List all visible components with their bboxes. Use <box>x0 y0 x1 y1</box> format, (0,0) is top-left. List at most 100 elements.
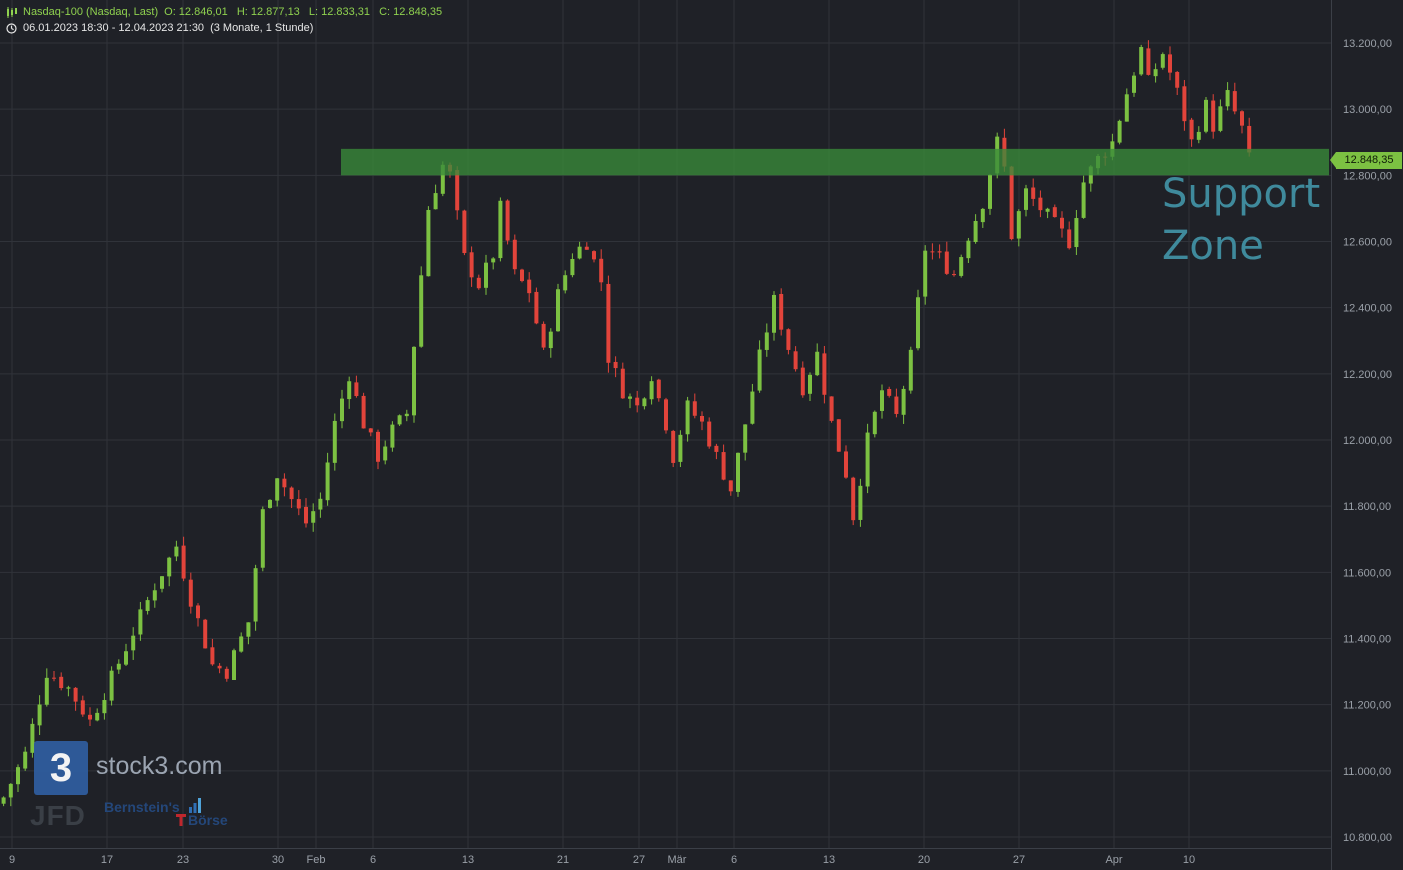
candle-body <box>1132 75 1136 93</box>
candle-body <box>966 240 971 259</box>
candle-body <box>808 374 812 394</box>
x-tick-label: Feb <box>307 854 326 866</box>
candle-body <box>1024 188 1028 210</box>
candle-body <box>880 390 884 411</box>
y-tick-label: 12.400,00 <box>1343 303 1392 315</box>
candle-body <box>59 676 64 689</box>
candle-body <box>1211 100 1216 132</box>
candle-body <box>563 275 568 291</box>
candle-body <box>188 579 193 607</box>
x-tick-label: 10 <box>1183 854 1195 866</box>
bull-icon <box>176 814 186 826</box>
y-tick-label: 12.800,00 <box>1343 170 1392 182</box>
candle-body <box>116 663 121 670</box>
candle-body <box>376 431 380 462</box>
y-tick-label: 13.000,00 <box>1343 104 1392 116</box>
candle-body <box>102 700 107 714</box>
jfd-logo: JFD <box>30 800 86 831</box>
candle-body <box>491 258 496 263</box>
candle-body <box>743 424 748 453</box>
candle-body <box>1146 48 1151 75</box>
candle-body <box>412 346 416 416</box>
candle-body <box>433 193 438 210</box>
bernstein-logo-line1: Bernstein's <box>104 799 180 815</box>
candle-body <box>800 367 805 396</box>
candle-body <box>88 714 92 720</box>
candle-body <box>916 297 920 349</box>
candle-body <box>1067 229 1072 249</box>
stock3-brand-text: stock3.com <box>96 752 223 780</box>
candle-body <box>772 294 776 333</box>
candle-body <box>613 361 618 369</box>
candle-body <box>1016 211 1021 239</box>
candle-body <box>1124 94 1129 122</box>
x-tick-label: 6 <box>731 854 737 866</box>
y-tick-label: 12.200,00 <box>1343 369 1392 381</box>
candle-body <box>865 432 870 487</box>
candle-body <box>217 665 222 669</box>
candle-body <box>167 557 172 577</box>
candle-body <box>1232 91 1237 112</box>
candle-body <box>23 751 28 769</box>
x-tick-label: 30 <box>272 854 284 866</box>
candle-body <box>959 257 964 276</box>
candle-body <box>138 609 143 635</box>
candle-body <box>592 251 596 260</box>
candle-body <box>707 421 712 447</box>
candle-body <box>1160 54 1165 68</box>
candle-body <box>527 279 532 294</box>
candle-body <box>397 415 402 425</box>
candle-body <box>728 480 733 492</box>
candle-body <box>1074 218 1079 248</box>
candle-body <box>678 434 683 462</box>
candle-body <box>1038 197 1043 211</box>
candle-body <box>664 399 668 431</box>
candle-body <box>512 239 517 270</box>
candle-body <box>700 415 704 422</box>
candle-body <box>988 174 992 209</box>
candle-body <box>52 677 56 679</box>
candle-body <box>304 506 308 524</box>
candle-body <box>325 462 330 501</box>
candle-body <box>750 391 755 424</box>
candle-body <box>340 398 344 422</box>
candle-body <box>1168 54 1172 73</box>
candle-body <box>649 381 654 400</box>
candle-body <box>685 400 690 435</box>
candle-body <box>66 687 71 689</box>
chart-header-range: 06.01.2023 18:30 - 12.04.2023 21:30 (3 M… <box>6 22 313 34</box>
candle-body <box>160 576 164 589</box>
y-tick-label: 13.200,00 <box>1343 38 1392 50</box>
candle-body <box>620 368 625 399</box>
candle-body <box>80 700 85 715</box>
candle-body <box>282 478 287 488</box>
candle-body <box>635 397 640 406</box>
candle-body <box>1139 47 1144 75</box>
candle-body <box>1218 106 1223 131</box>
candle-body <box>656 379 661 399</box>
candle-body <box>1189 119 1194 140</box>
candle-body <box>1045 208 1050 212</box>
candle-body <box>253 568 258 622</box>
x-tick-label: 13 <box>462 854 474 866</box>
candle-body <box>577 246 582 259</box>
candle-body <box>671 430 676 463</box>
y-tick-label: 10.800,00 <box>1343 832 1392 844</box>
candle-body <box>1 797 6 804</box>
candle-body <box>844 451 848 478</box>
candle-body <box>95 712 100 721</box>
candle-body <box>44 677 49 705</box>
last-price-tag: 12.848,35 <box>1330 152 1402 169</box>
x-tick-label: 27 <box>633 854 645 866</box>
candle-body <box>239 636 244 652</box>
bernstein-logo-line2: Börse <box>188 812 228 828</box>
candle-body <box>354 382 359 397</box>
support-zone-label: Support Zone <box>1162 171 1321 269</box>
low-value: L: 12.833,31 <box>308 6 371 18</box>
candle-body <box>404 413 409 417</box>
candle-body <box>1060 217 1064 229</box>
y-tick-label: 11.600,00 <box>1343 567 1391 579</box>
candle-body <box>368 428 373 433</box>
candle-body <box>642 398 647 407</box>
